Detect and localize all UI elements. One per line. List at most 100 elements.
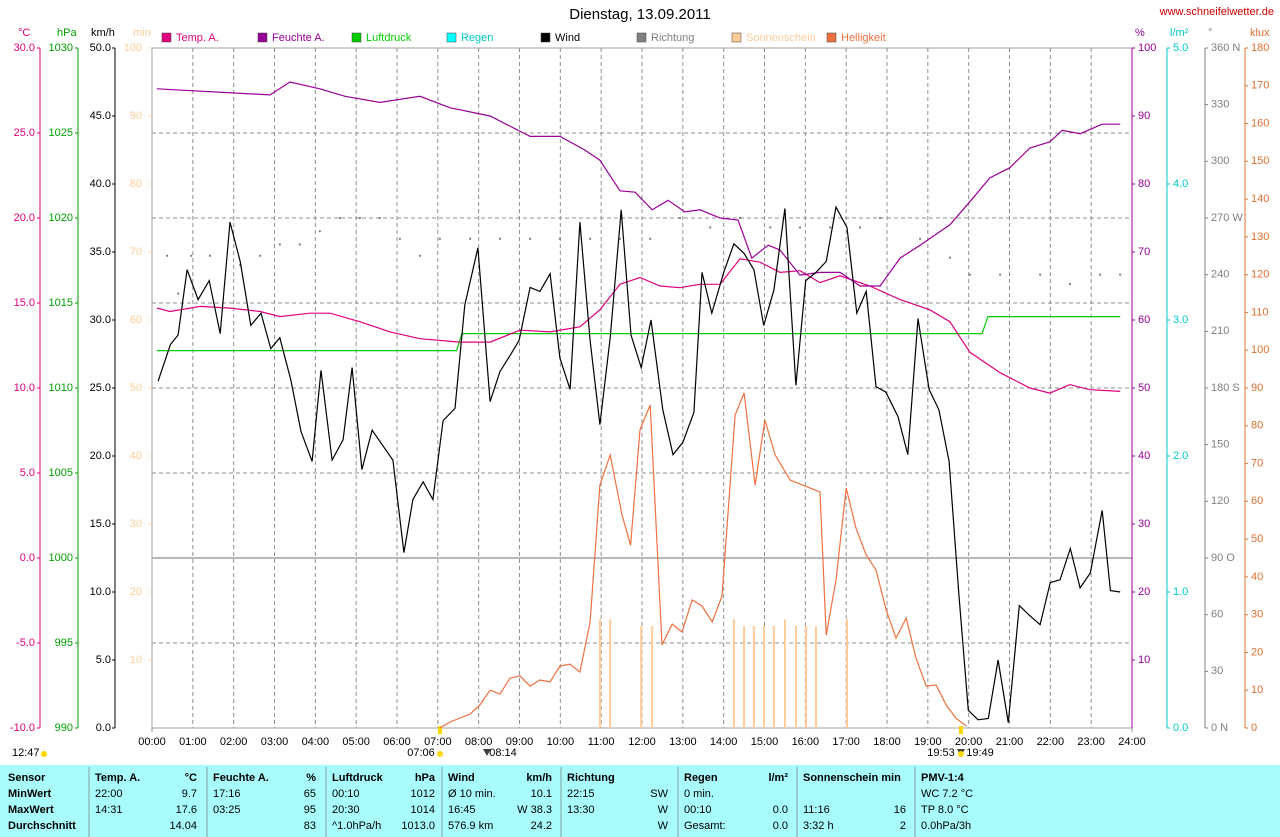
table-unit: °C — [185, 772, 197, 784]
table-cell: 0 min. — [684, 788, 714, 800]
axis-unit: % — [1135, 27, 1145, 39]
x-tick-label: 02:00 — [220, 736, 248, 748]
y-tick-label: 80 — [130, 178, 142, 190]
direction-dot — [318, 230, 321, 233]
table-header: Temp. A. — [95, 772, 140, 784]
legend-swatch — [826, 32, 837, 43]
table-cell: WC 7.2 °C — [921, 788, 973, 800]
y-tick-label: 40 — [1138, 450, 1150, 462]
y-tick-label: 300 — [1211, 155, 1229, 167]
y-tick-label: 60 — [1138, 314, 1150, 326]
table-unit: hPa — [415, 772, 436, 784]
table-cell: SW — [650, 788, 668, 800]
legend-swatch — [351, 32, 362, 43]
y-tick-label: 90 — [130, 110, 142, 122]
y-tick-label: 20.0 — [90, 450, 111, 462]
direction-dot — [208, 254, 211, 257]
direction-dot — [829, 226, 832, 229]
table-cell: 2 — [900, 820, 906, 832]
table-cell: 65 — [304, 788, 316, 800]
y-tick-label: 35.0 — [90, 246, 111, 258]
table-cell: 0.0 — [773, 804, 788, 816]
table-cell: 3:32 h — [803, 820, 834, 832]
y-tick-label: 0 — [1251, 722, 1257, 734]
direction-dot — [259, 254, 262, 257]
legend-swatch — [636, 32, 647, 43]
legend-label: Helligkeit — [841, 32, 886, 44]
legend-swatch — [540, 32, 551, 43]
x-tick-label: 10:00 — [547, 736, 575, 748]
y-tick-label: 0.0 — [1173, 722, 1188, 734]
direction-dot — [166, 254, 169, 257]
y-tick-label: 20 — [1138, 586, 1150, 598]
direction-dot — [968, 273, 971, 276]
sun-icon — [41, 751, 47, 757]
sun-icon — [437, 751, 443, 757]
x-tick-label: 14:00 — [710, 736, 738, 748]
table-cell: 17.6 — [176, 804, 197, 816]
y-tick-label: 30 — [130, 518, 142, 530]
y-tick-label: 180 — [1251, 42, 1269, 54]
direction-dot — [418, 254, 421, 257]
y-tick-label: 45.0 — [90, 110, 111, 122]
sun-time: 12:47 — [12, 747, 40, 759]
y-tick-label: 5.0 — [20, 467, 35, 479]
y-tick-label: -5.0 — [16, 637, 35, 649]
y-tick-label: 20 — [1251, 646, 1263, 658]
y-tick-label: 30 — [1211, 665, 1223, 677]
table-cell: 22:00 — [95, 788, 123, 800]
direction-dot — [298, 243, 301, 246]
y-tick-label: 30 — [1138, 518, 1150, 530]
y-tick-label: 120 — [1251, 269, 1269, 281]
axis-unit: ° — [1208, 27, 1212, 39]
axis-unit: hPa — [57, 27, 77, 39]
table-cell: 16:45 — [448, 804, 476, 816]
table-cell: Ø 10 min. — [448, 788, 496, 800]
direction-dot — [558, 237, 561, 240]
table-cell: 0.0hPa/3h — [921, 820, 971, 832]
direction-dot — [879, 217, 882, 219]
table-cell: 1012 — [411, 788, 435, 800]
table-cell: 1014 — [411, 804, 435, 816]
axis-unit: klux — [1250, 27, 1270, 39]
series-line — [439, 392, 967, 729]
y-tick-label: 50 — [1251, 533, 1263, 545]
axis-unit: km/h — [91, 27, 115, 39]
y-tick-label: -10.0 — [10, 722, 35, 734]
legend-label: Sonnenschein — [746, 32, 816, 44]
direction-dot — [678, 217, 681, 219]
table-unit: km/h — [526, 772, 552, 784]
axis-unit: °C — [18, 27, 30, 39]
direction-dot — [919, 237, 922, 240]
x-tick-label: 01:00 — [179, 736, 207, 748]
table-header: PMV-1:4 — [921, 772, 965, 784]
table-cell: 00:10 — [332, 788, 360, 800]
x-tick-label: 07:00 — [424, 736, 452, 748]
y-tick-label: 1015 — [49, 297, 73, 309]
row-label: MinWert — [8, 788, 52, 800]
table-cell: 10.1 — [531, 788, 552, 800]
series-line — [157, 205, 1121, 723]
table-header: Sonnenschein min — [803, 772, 901, 784]
y-tick-label: 360 N — [1211, 42, 1240, 54]
y-tick-label: 995 — [55, 637, 73, 649]
direction-dot — [859, 226, 862, 229]
y-tick-label: 210 — [1211, 325, 1229, 337]
table-cell: 14:31 — [95, 804, 123, 816]
legend-swatch — [257, 32, 268, 43]
y-tick-label: 90 — [1251, 382, 1263, 394]
y-tick-label: 1020 — [49, 212, 73, 224]
table-header: Feuchte A. — [213, 772, 269, 784]
direction-dot — [589, 237, 592, 240]
series-line — [156, 258, 1121, 394]
x-tick-label: 20:00 — [955, 736, 983, 748]
direction-dot — [999, 273, 1002, 276]
table-cell: 14.04 — [169, 820, 197, 832]
x-tick-label: 08:00 — [465, 736, 493, 748]
x-tick-label: 00:00 — [138, 736, 166, 748]
legend-label: Temp. A. — [176, 32, 219, 44]
row-label: MaxWert — [8, 804, 54, 816]
direction-dot — [948, 256, 951, 259]
x-tick-label: 09:00 — [506, 736, 534, 748]
